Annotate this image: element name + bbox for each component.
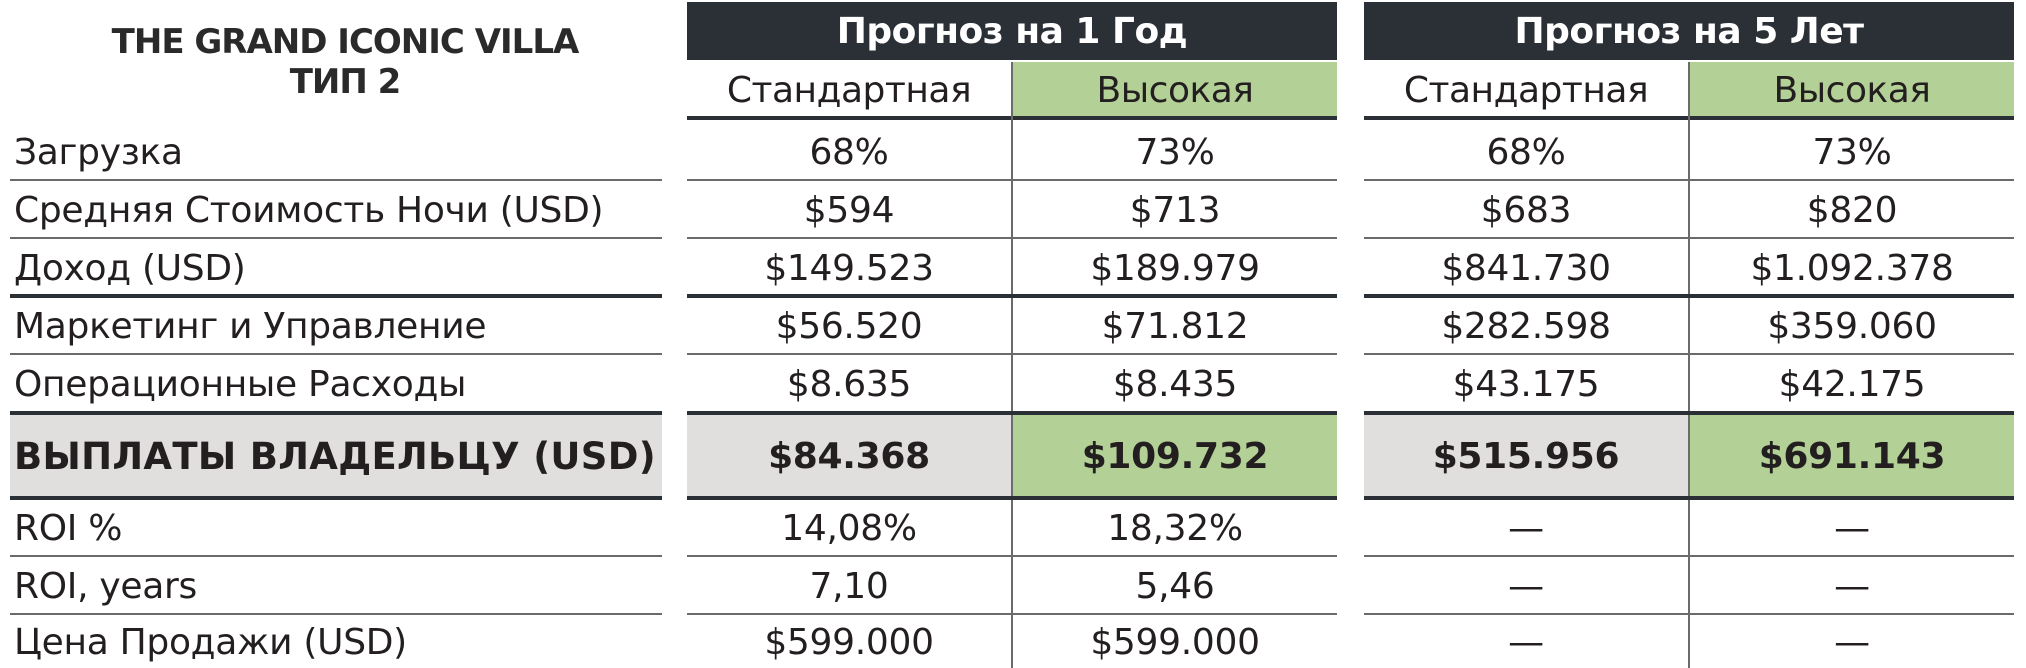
total-row-bg: [687, 414, 1011, 498]
cell-price-1y-high: $599.000: [1090, 621, 1260, 663]
cell-rate-1y-standard: $594: [803, 189, 895, 231]
cell-price-1y-standard: $599.000: [764, 621, 934, 663]
cell-rate-5y-standard: $683: [1480, 189, 1572, 231]
row-label-occupancy: Загрузка: [14, 131, 183, 173]
cell-marketing-5y-standard: $282.598: [1441, 305, 1611, 347]
row-label-owner-payouts: ВЫПЛАТЫ ВЛАДЕЛЬЦУ (USD): [14, 434, 656, 478]
subheader-high-5y: Высокая: [1690, 62, 2014, 118]
period-header-5-years: Прогноз на 5 Лет: [1364, 2, 2014, 60]
row-divider: [10, 353, 662, 355]
subheader-high-1y: Высокая: [1013, 62, 1337, 118]
row-label-roi-years: ROI, years: [14, 565, 197, 607]
row-divider: [10, 179, 662, 181]
column-divider: [1011, 62, 1013, 668]
total-row-bg: [1364, 414, 1688, 498]
row-divider: [687, 613, 1337, 615]
row-divider: [687, 237, 1337, 239]
row-divider: [687, 555, 1337, 557]
cell-payout-5y-standard: $515.956: [1432, 435, 1620, 477]
cell-roi-5y-standard: —: [1508, 507, 1544, 549]
cell-income-5y-standard: $841.730: [1441, 247, 1611, 289]
row-divider: [687, 353, 1337, 355]
row-label-marketing: Маркетинг и Управление: [14, 305, 487, 347]
row-divider-thick: [1364, 496, 2014, 500]
cell-marketing-1y-standard: $56.520: [775, 305, 923, 347]
cell-roi-years-1y-standard: 7,10: [809, 565, 889, 607]
period-header-1-year: Прогноз на 1 Год: [687, 2, 1337, 60]
row-divider-thick: [10, 496, 662, 500]
cell-price-5y-standard: —: [1508, 621, 1544, 663]
cell-payout-5y-high: $691.143: [1758, 435, 1946, 477]
row-label-avg-night-rate: Средняя Стоимость Ночи (USD): [14, 189, 604, 231]
cell-income-5y-high: $1.092.378: [1750, 247, 1954, 289]
cell-payout-1y-standard: $84.368: [768, 435, 930, 477]
cell-income-1y-high: $189.979: [1090, 247, 1260, 289]
row-divider-thick: [687, 496, 1337, 500]
cell-roi-1y-standard: 14,08%: [781, 507, 917, 549]
row-label-income: Доход (USD): [14, 247, 246, 289]
cell-price-5y-high: —: [1834, 621, 1870, 663]
cell-roi-years-5y-high: —: [1834, 565, 1870, 607]
cell-rate-1y-high: $713: [1129, 189, 1221, 231]
cell-roi-years-1y-high: 5,46: [1135, 565, 1215, 607]
row-divider-thick: [687, 294, 1337, 298]
cell-roi-1y-high: 18,32%: [1107, 507, 1243, 549]
cell-occupancy-5y-standard: 68%: [1486, 131, 1566, 173]
cell-opex-1y-high: $8.435: [1112, 363, 1238, 405]
row-divider: [1364, 555, 2014, 557]
total-row-bg: [10, 414, 662, 498]
row-divider: [1364, 237, 2014, 239]
cell-occupancy-5y-high: 73%: [1812, 131, 1892, 173]
column-divider: [1688, 62, 1690, 668]
cell-occupancy-1y-high: 73%: [1135, 131, 1215, 173]
row-divider-thick: [10, 294, 662, 298]
subheader-standard-1y: Стандартная: [726, 69, 972, 111]
subheader-standard-5y: Стандартная: [1403, 69, 1649, 111]
row-label-operating-costs: Операционные Расходы: [14, 363, 467, 405]
row-divider-thick: [1364, 411, 2014, 415]
cell-income-1y-standard: $149.523: [764, 247, 934, 289]
cell-opex-1y-standard: $8.635: [786, 363, 912, 405]
table-title-line1: THE GRAND ICONIC VILLA: [111, 22, 580, 62]
row-label-roi-percent: ROI %: [14, 507, 123, 549]
row-divider: [10, 237, 662, 239]
cell-opex-5y-standard: $43.175: [1452, 363, 1600, 405]
row-divider: [1364, 179, 2014, 181]
row-divider-thick: [10, 411, 662, 415]
total-row-bg: [1013, 414, 1337, 498]
cell-marketing-5y-high: $359.060: [1767, 305, 1937, 347]
cell-roi-5y-high: —: [1834, 507, 1870, 549]
row-divider: [1364, 613, 2014, 615]
cell-rate-5y-high: $820: [1806, 189, 1898, 231]
cell-payout-1y-high: $109.732: [1081, 435, 1269, 477]
cell-opex-5y-high: $42.175: [1778, 363, 1926, 405]
cell-roi-years-5y-standard: —: [1508, 565, 1544, 607]
table-title-line2: ТИП 2: [289, 62, 402, 102]
row-divider: [687, 179, 1337, 181]
row-divider: [10, 613, 662, 615]
row-divider-thick: [687, 411, 1337, 415]
cell-marketing-1y-high: $71.812: [1101, 305, 1249, 347]
row-divider-thick: [1364, 294, 2014, 298]
cell-occupancy-1y-standard: 68%: [809, 131, 889, 173]
row-divider: [10, 555, 662, 557]
row-divider: [1364, 353, 2014, 355]
total-row-bg: [1690, 414, 2014, 498]
row-label-sale-price: Цена Продажи (USD): [14, 621, 407, 663]
